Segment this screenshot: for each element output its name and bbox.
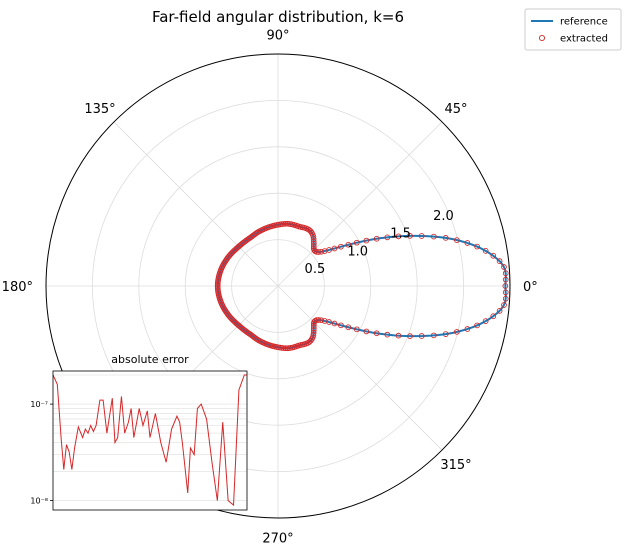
- theta-tick-label: 270°: [262, 532, 293, 547]
- extracted-marker: [502, 283, 509, 289]
- extracted-marker: [373, 235, 380, 242]
- extracted-marker: [502, 276, 509, 283]
- extracted-marker: [363, 237, 370, 244]
- extracted-marker: [331, 320, 338, 327]
- inset-background: [53, 371, 247, 510]
- extracted-marker: [496, 308, 503, 314]
- extracted-marker: [338, 322, 344, 329]
- extracted-marker: [326, 319, 332, 325]
- inset-tick-label: 10⁻⁷: [30, 400, 48, 409]
- extracted-marker: [345, 324, 352, 331]
- extracted-marker: [490, 313, 497, 320]
- r-tick-label: 0.5: [305, 262, 326, 277]
- inset-grid: [53, 374, 247, 501]
- inset-tick-label: 10⁻⁸: [30, 497, 48, 506]
- extracted-marker: [318, 317, 325, 324]
- extracted-marker: [474, 322, 480, 329]
- legend-frame: [524, 8, 622, 51]
- theta-tick-label: 0°: [523, 280, 538, 295]
- inset-y-ticks: 10⁻⁷ 10⁻⁸: [30, 400, 53, 506]
- extracted-marker: [454, 329, 460, 335]
- extracted-marker: [407, 333, 413, 339]
- extracted-marker: [353, 326, 360, 333]
- extracted-marker: [345, 241, 352, 248]
- theta-tick-label: 180°: [2, 280, 33, 295]
- extracted-marker: [338, 243, 344, 250]
- r-tick-label: 2.0: [433, 209, 454, 224]
- extracted-marker: [464, 240, 471, 246]
- r-tick-label: 1.0: [347, 245, 368, 260]
- r-tick-label: 1.5: [390, 227, 411, 242]
- inset-title: absolute error: [111, 353, 189, 366]
- extracted-marker: [418, 233, 425, 239]
- legend: reference extracted: [524, 8, 622, 51]
- theta-tick-label: 45°: [444, 102, 467, 117]
- extracted-marker: [282, 345, 289, 352]
- extracted-marker: [280, 345, 287, 351]
- extracted-marker: [502, 270, 509, 277]
- extracted-marker: [464, 326, 471, 332]
- extracted-marker: [442, 331, 449, 337]
- extracted-marker: [373, 330, 380, 337]
- extracted-marker: [395, 332, 402, 339]
- inset-frame: [52, 370, 248, 511]
- legend-extracted-label: extracted: [560, 34, 608, 45]
- extracted-marker: [502, 289, 509, 296]
- extracted-marker: [395, 233, 402, 240]
- extracted-marker: [501, 264, 507, 270]
- extracted-marker: [253, 336, 260, 342]
- extracted-marker: [284, 220, 291, 227]
- extracted-marker: [454, 237, 460, 243]
- extracted-marker: [430, 233, 437, 240]
- theta-tick-label: 90°: [266, 28, 289, 43]
- extracted-marker: [384, 234, 391, 241]
- legend-extracted-swatch: [538, 34, 546, 42]
- extracted-marker: [384, 331, 391, 338]
- inset-error-chart: absolute error 10⁻⁷ 10⁻⁸: [30, 353, 248, 511]
- extracted-marker: [482, 248, 489, 254]
- extracted-marker: [442, 235, 449, 241]
- extracted-marker: [496, 258, 503, 264]
- inset-error-line: [52, 374, 247, 507]
- extracted-marker: [502, 295, 509, 302]
- extracted-marker: [282, 220, 289, 227]
- theta-gridline: [277, 285, 443, 451]
- theta-tick-label: 135°: [84, 102, 115, 117]
- extracted-marker: [430, 332, 437, 339]
- extracted-marker: [353, 239, 360, 246]
- extracted-marker: [331, 245, 338, 252]
- theta-tick-label: 315°: [440, 458, 471, 473]
- extracted-marker: [482, 318, 489, 324]
- extracted-marker: [363, 328, 370, 335]
- theta-gridline: [113, 121, 279, 287]
- polar-series: [214, 220, 509, 352]
- extracted-marker: [315, 317, 322, 323]
- polar-frame: [45, 53, 511, 519]
- extracted-marker: [407, 233, 413, 239]
- extracted-marker: [286, 221, 292, 227]
- extracted-marker: [501, 302, 507, 308]
- extracted-marker: [490, 252, 497, 259]
- extracted-marker: [474, 243, 480, 250]
- legend-reference-label: reference: [560, 17, 608, 28]
- extracted-marker: [321, 248, 328, 254]
- chart-title: Far-field angular distribution, k=6: [152, 8, 404, 26]
- extracted-marker: [284, 345, 291, 352]
- theta-gridline: [277, 121, 443, 287]
- extracted-marker: [418, 333, 425, 339]
